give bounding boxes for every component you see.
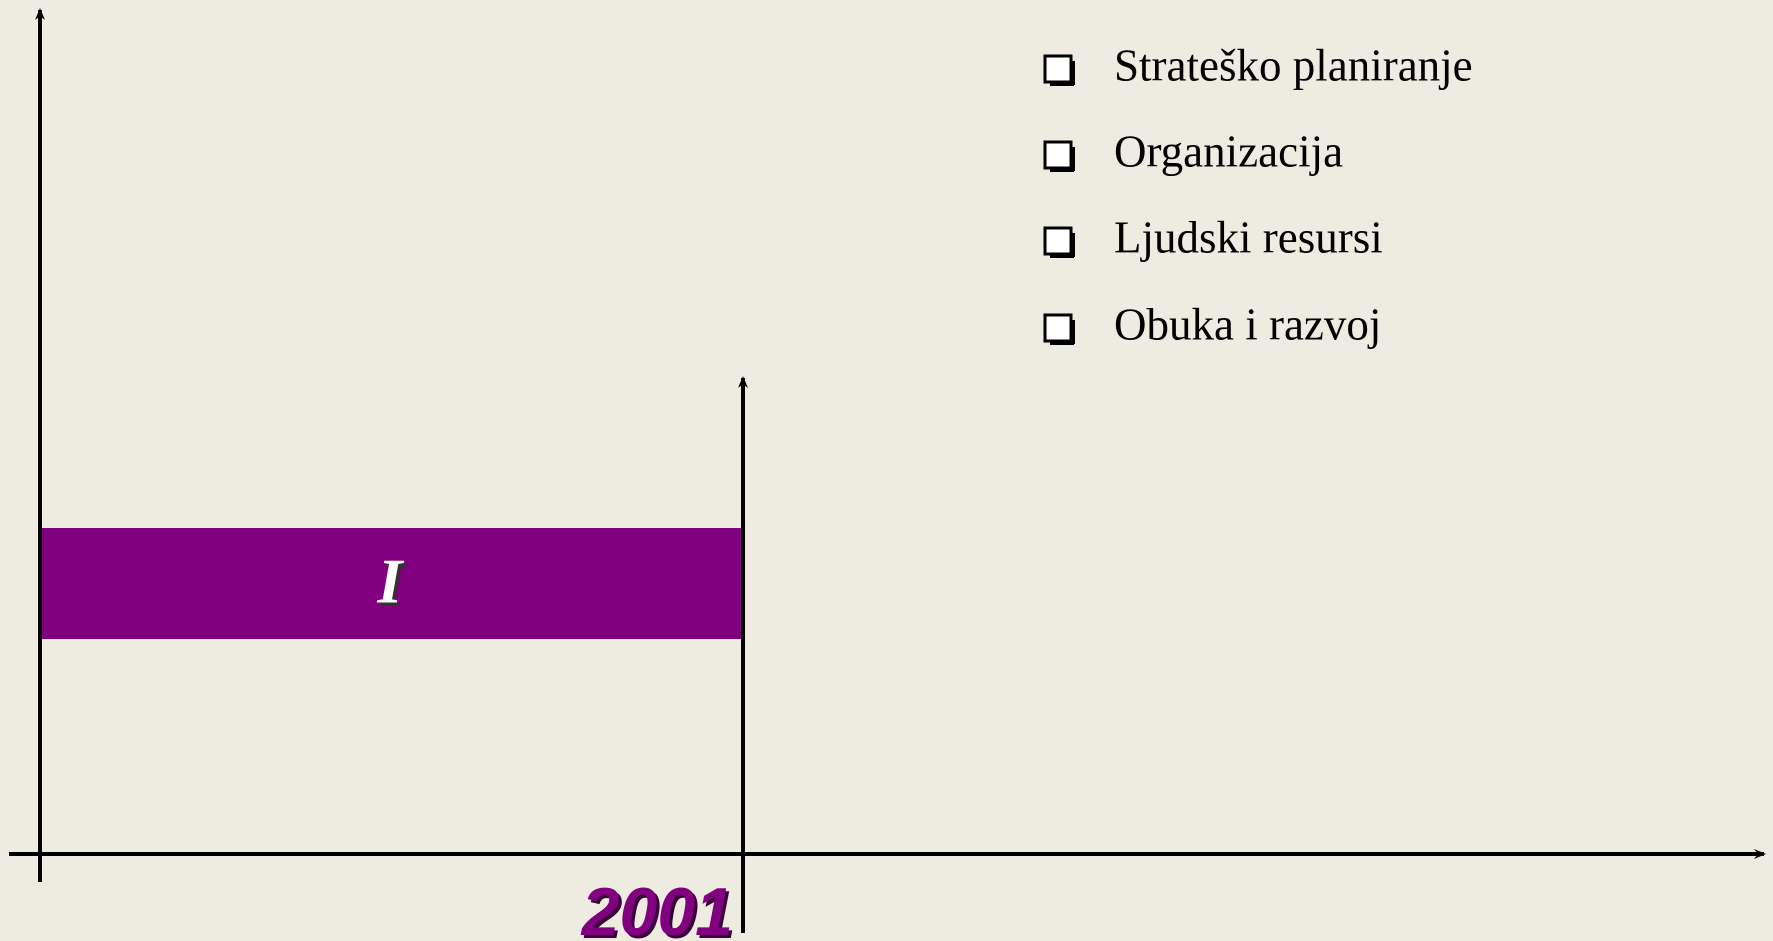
list-item: Ljudski resursi (1114, 212, 1383, 262)
bar-label-shadow: I (380, 549, 408, 620)
checkbox (1043, 140, 1073, 170)
list-item: Organizacija (1114, 126, 1343, 176)
checkbox (1043, 54, 1073, 84)
bar-label: I (377, 546, 405, 617)
year-label: 2001 (580, 874, 733, 941)
checkbox (1043, 313, 1073, 343)
year-shadow: 2001 (583, 877, 736, 941)
period-bar (41, 528, 743, 639)
list-item: Strateško planiranje (1114, 40, 1473, 90)
checkbox (1043, 226, 1073, 256)
list-item: Obuka i razvoj (1114, 299, 1381, 349)
item-list: Strateško planiranje Organizacija Ljudsk… (1043, 40, 1473, 349)
